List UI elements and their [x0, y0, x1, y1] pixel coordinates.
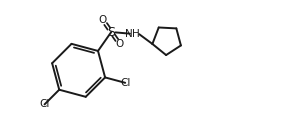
- Text: N: N: [125, 29, 133, 39]
- Text: S: S: [107, 25, 115, 39]
- Text: H: H: [132, 29, 139, 39]
- Text: Cl: Cl: [39, 99, 50, 109]
- Text: Cl: Cl: [120, 78, 130, 88]
- Text: O: O: [115, 39, 124, 49]
- Text: O: O: [99, 15, 107, 25]
